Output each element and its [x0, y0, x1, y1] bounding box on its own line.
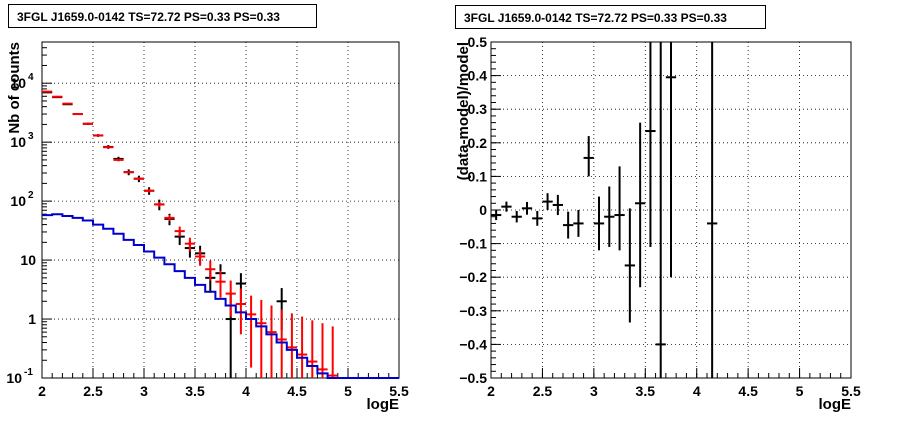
data-point	[563, 211, 574, 239]
x-tick-label: 4.5	[738, 383, 758, 399]
data-point	[645, 42, 656, 247]
y-tick-label: 0.2	[468, 135, 488, 151]
data-point	[215, 270, 226, 298]
y-tick-exponent: 3	[28, 131, 34, 142]
data-point	[707, 42, 718, 378]
data-point	[552, 194, 563, 216]
data-point	[256, 300, 267, 378]
x-tick-label: 3	[590, 383, 598, 399]
y-tick-exponent: -1	[24, 367, 33, 378]
x-tick-label: 5.5	[841, 383, 861, 399]
data-point	[665, 42, 677, 278]
y-axis-label: (data-model)/model	[455, 42, 472, 180]
y-tick-label: 0.5	[468, 34, 488, 50]
data-point	[184, 237, 195, 252]
x-tick-label: 3.5	[185, 383, 205, 399]
data-point	[144, 189, 155, 193]
data-point	[593, 196, 605, 251]
data-point	[542, 193, 553, 210]
data-point	[327, 326, 338, 378]
data-point	[266, 305, 277, 378]
data-point	[573, 210, 584, 237]
left-chart-title: 3FGL J1659.0-0142 TS=72.72 PS=0.33 PS=0.…	[8, 4, 317, 28]
right-chart-title: 3FGL J1659.0-0142 TS=72.72 PS=0.33 PS=0.…	[455, 5, 766, 29]
data-point	[307, 320, 318, 378]
x-tick-label: 5	[344, 383, 352, 399]
data-point	[521, 201, 533, 215]
data-point	[133, 177, 144, 181]
x-tick-label: 4.5	[287, 383, 307, 399]
data-point	[164, 215, 175, 222]
x-axis-label: logE	[819, 396, 852, 413]
data-point	[511, 211, 522, 223]
data-point	[614, 166, 625, 251]
data-point	[604, 186, 615, 247]
data-point	[123, 171, 134, 174]
data-point	[491, 210, 502, 221]
data-point	[655, 42, 666, 378]
x-tick-label: 4	[693, 383, 701, 399]
y-tick-label: 0.4	[468, 68, 488, 84]
y-tick-label: 10	[10, 193, 26, 209]
data-point	[532, 211, 543, 226]
y-tick-label: −0.2	[459, 269, 487, 285]
model-step-line	[42, 213, 399, 379]
data-point	[317, 323, 328, 378]
y-axis-label: Nb of counts	[6, 42, 23, 134]
x-tick-label: 2	[487, 383, 495, 399]
x-axis-label: logE	[367, 396, 400, 413]
y-tick-label: −0.5	[459, 370, 487, 386]
y-tick-label: 10	[10, 134, 26, 150]
data-point	[154, 202, 165, 207]
x-tick-label: 3	[140, 383, 148, 399]
data-point	[297, 316, 308, 378]
x-tick-label: 2.5	[83, 383, 103, 399]
data-point	[246, 295, 257, 368]
data-point	[225, 280, 236, 317]
y-tick-label: 10	[20, 252, 36, 268]
data-point	[583, 136, 594, 177]
data-point	[195, 249, 206, 266]
y-tick-label: −0.4	[459, 336, 487, 352]
x-tick-label: 5.5	[389, 383, 409, 399]
x-tick-label: 3.5	[636, 383, 656, 399]
x-tick-label: 2.5	[533, 383, 553, 399]
y-tick-label: −0.1	[459, 236, 487, 252]
data-point	[174, 226, 185, 237]
data-point	[205, 260, 216, 281]
x-tick-label: 4	[242, 383, 250, 399]
y-tick-label: 0	[479, 202, 487, 218]
y-tick-label: −0.3	[459, 303, 487, 319]
x-tick-label: 2	[38, 383, 46, 399]
y-tick-label: 10	[10, 75, 26, 91]
data-point	[286, 313, 297, 378]
x-tick-label: 5	[796, 383, 804, 399]
data-point	[276, 309, 287, 378]
y-tick-label: 10	[6, 370, 22, 386]
data-point	[635, 122, 646, 288]
y-tick-label: 0.3	[468, 101, 488, 117]
y-tick-label: 1	[28, 311, 36, 327]
y-tick-label: 0.1	[468, 168, 488, 184]
data-point	[624, 208, 635, 323]
data-point	[501, 201, 512, 212]
y-tick-exponent: 2	[28, 190, 34, 201]
y-tick-exponent: 4	[28, 72, 34, 83]
